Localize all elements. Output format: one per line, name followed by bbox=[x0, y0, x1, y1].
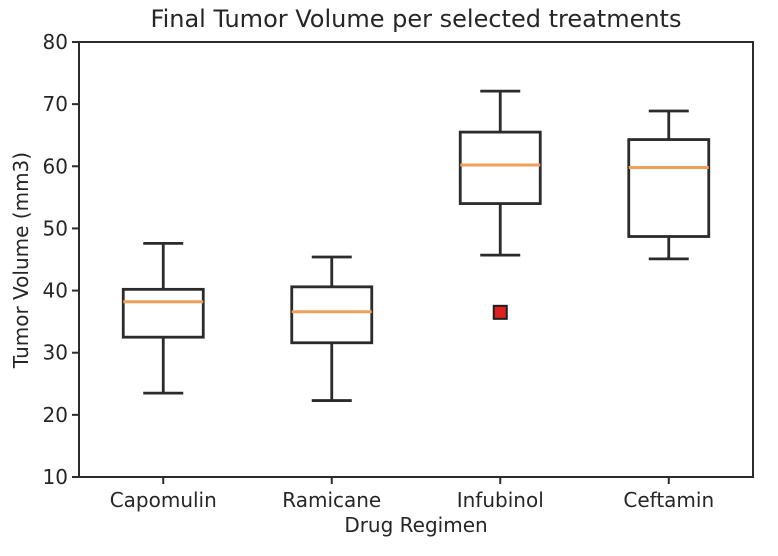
y-tick-label: 80 bbox=[43, 30, 68, 54]
chart-title: Final Tumor Volume per selected treatmen… bbox=[150, 5, 682, 33]
x-tick-label-ramicane: Ramicane bbox=[282, 488, 381, 512]
axes-frame bbox=[78, 41, 754, 478]
box-capomulin bbox=[121, 287, 205, 339]
box-ramicane bbox=[290, 285, 374, 345]
x-axis-label: Drug Regimen bbox=[344, 513, 488, 537]
y-tick-label: 40 bbox=[43, 279, 68, 303]
box-infubinol bbox=[458, 130, 542, 205]
x-tick-label-infubinol: Infubinol bbox=[457, 488, 544, 512]
outlier-infubinol bbox=[492, 304, 508, 320]
y-tick-label: 60 bbox=[43, 154, 68, 178]
box-ceftamin bbox=[627, 138, 711, 238]
x-tick-label-capomulin: Capomulin bbox=[110, 488, 217, 512]
y-tick-label: 30 bbox=[43, 341, 68, 365]
y-tick-label: 70 bbox=[43, 92, 68, 116]
y-tick-label: 10 bbox=[43, 465, 68, 489]
y-tick-label: 20 bbox=[43, 403, 68, 427]
y-tick-label: 50 bbox=[43, 216, 68, 240]
x-tick-label-ceftamin: Ceftamin bbox=[623, 488, 714, 512]
